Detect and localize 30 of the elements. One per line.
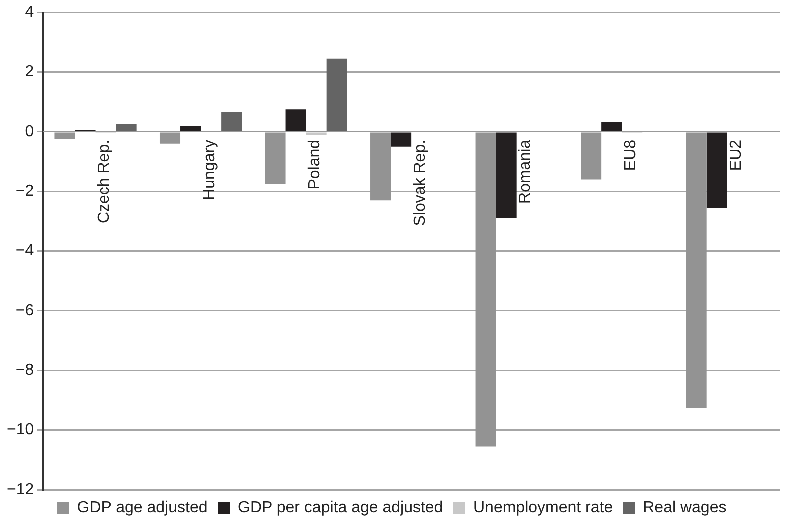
x-tick-label: Czech Rep. (96, 140, 114, 224)
legend-label: Real wages (643, 499, 727, 516)
x-tick-label: Romania (517, 140, 534, 204)
x-tick-label: EU8 (622, 140, 640, 172)
y-tick-label: −6 (16, 302, 34, 320)
x-tick-label: Slovak Rep. (412, 140, 429, 226)
legend-label: GDP per capita age adjusted (238, 499, 444, 516)
bar (222, 112, 242, 132)
y-tick-label: 4 (25, 4, 34, 22)
bar (116, 124, 137, 132)
bar (326, 58, 348, 132)
bar (306, 132, 327, 136)
y-tick-label: −2 (16, 183, 34, 200)
legend-label: Unemployment rate (473, 499, 614, 516)
bar (706, 132, 728, 208)
bar (180, 126, 202, 132)
bar (286, 110, 306, 132)
bar (391, 132, 412, 147)
bar (602, 122, 622, 132)
legend-label: GDP age adjusted (77, 499, 208, 516)
y-tick-label: −10 (7, 422, 34, 439)
y-tick-label: 2 (25, 64, 34, 81)
y-tick-label: −4 (16, 242, 34, 260)
y-tick-label: 0 (25, 123, 34, 140)
y-tick-label: −12 (7, 481, 34, 498)
x-tick-label: Poland (306, 140, 324, 190)
x-tick-label: EU2 (728, 140, 745, 172)
x-tick-label: Hungary (201, 140, 218, 200)
bar (496, 132, 517, 218)
y-tick-label: −8 (16, 362, 34, 380)
